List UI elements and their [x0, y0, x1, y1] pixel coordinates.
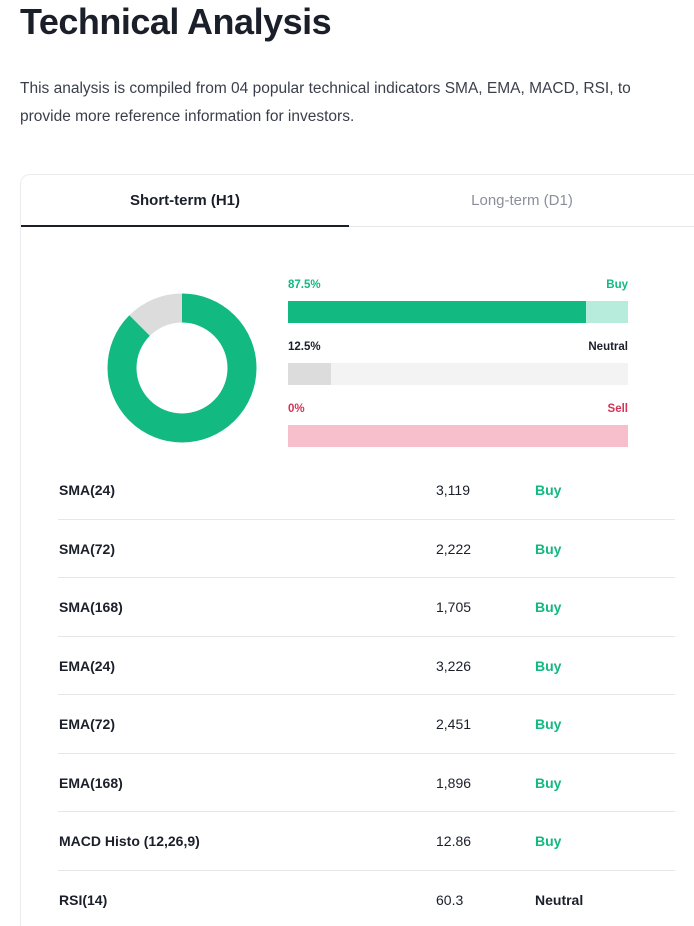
table-row: RSI(14) 60.3 Neutral: [58, 871, 675, 926]
indicator-name: EMA(72): [59, 716, 116, 732]
table-row: SMA(24) 3,119 Buy: [58, 461, 675, 520]
buy-percent: 87.5%: [288, 279, 321, 291]
indicator-signal: Buy: [535, 540, 562, 557]
buy-bar-fill: [288, 301, 586, 323]
buy-summary-row: 87.5% Buy: [288, 279, 628, 323]
indicator-name: SMA(168): [59, 599, 123, 615]
indicator-name: EMA(168): [59, 774, 123, 791]
indicator-signal: Buy: [535, 599, 562, 615]
table-row: MACD Histo (12,26,9) 12.86 Buy: [58, 812, 675, 871]
neutral-bar-fill: [288, 363, 331, 385]
indicator-value: 3,119: [436, 482, 470, 498]
table-row: EMA(168) 1,896 Buy: [58, 754, 675, 812]
table-row: EMA(72) 2,451 Buy: [58, 695, 675, 754]
analysis-card: Short-term (H1) Long-term (D1) 87.5% Buy…: [20, 174, 694, 926]
indicator-signal: Buy: [535, 482, 562, 498]
page-title: Technical Analysis: [20, 1, 332, 42]
donut-slice-neutral: [107, 293, 257, 443]
sell-percent: 0%: [288, 403, 305, 415]
indicator-name: SMA(72): [59, 540, 116, 557]
indicators-table: SMA(24) 3,119 Buy SMA(72) 2,222 Buy SMA(168) 1,…: [58, 461, 675, 926]
neutral-bar-track: [288, 363, 628, 385]
buy-label: Buy: [606, 279, 628, 291]
indicator-signal: Buy: [535, 657, 562, 674]
table-row: SMA(72) 2,222 Buy: [58, 520, 675, 578]
indicator-signal: Buy: [535, 774, 562, 791]
table-row: SMA(168) 1,705 Buy: [58, 578, 675, 637]
sell-bar-track: [288, 425, 628, 447]
page-description: This analysis is compiled from 04 popula…: [20, 80, 631, 125]
donut-slice-buy: [107, 293, 257, 443]
indicator-value: 2,451: [436, 716, 472, 732]
indicator-value: 1,896: [436, 774, 472, 791]
signal-donut-chart: [107, 293, 257, 443]
buy-bar-track: [288, 301, 628, 323]
indicator-signal: Neutral: [535, 891, 584, 908]
indicator-name: SMA(24): [59, 482, 116, 498]
neutral-label: Neutral: [588, 341, 628, 353]
indicator-name: RSI(14): [59, 891, 108, 908]
tab-long-term[interactable]: Long-term (D1): [471, 192, 573, 209]
indicator-signal: Buy: [535, 716, 562, 732]
sell-label: Sell: [607, 403, 628, 415]
indicator-value: 1,705: [436, 599, 472, 615]
indicator-value: 3,226: [436, 657, 472, 674]
indicator-name: MACD Histo (12,26,9): [59, 833, 200, 849]
indicator-value: 60.3: [436, 891, 464, 908]
sell-summary-row: 0% Sell: [288, 403, 628, 447]
donut-segments: [107, 293, 257, 443]
indicator-value: 2,222: [436, 540, 472, 557]
indicator-signal: Buy: [535, 833, 562, 849]
indicator-value: 12.86: [436, 833, 472, 849]
table-row: EMA(24) 3,226 Buy: [58, 637, 675, 695]
neutral-percent: 12.5%: [288, 341, 321, 353]
tab-bar: Short-term (H1) Long-term (D1): [21, 175, 694, 227]
tab-short-term[interactable]: Short-term (H1): [21, 175, 349, 227]
neutral-summary-row: 12.5% Neutral: [288, 341, 628, 385]
indicator-name: EMA(24): [59, 657, 116, 674]
